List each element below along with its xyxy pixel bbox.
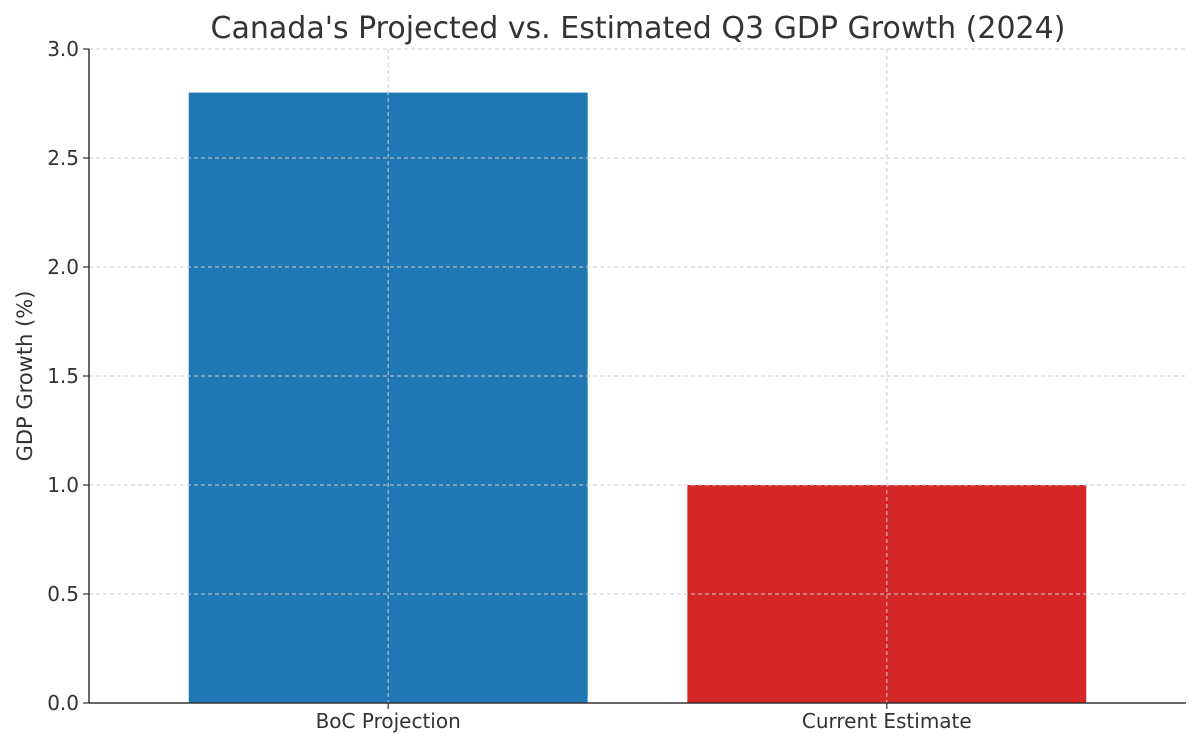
y-tick-label: 0.5	[47, 582, 79, 606]
y-ticks: 0.0 0.5 1.0 1.5 2.0 2.5 3.0	[47, 37, 89, 715]
y-tick-label: 1.0	[47, 473, 79, 497]
bars	[188, 92, 1087, 704]
y-tick-label: 2.0	[47, 255, 79, 279]
y-tick-label: 1.5	[47, 364, 79, 388]
chart-title: Canada's Projected vs. Estimated Q3 GDP …	[211, 11, 1066, 46]
y-tick-label: 3.0	[47, 37, 79, 61]
bar-boc-projection	[188, 92, 588, 704]
y-tick-label: 0.0	[47, 691, 79, 715]
x-tick-label: BoC Projection	[316, 709, 461, 733]
x-ticks: BoC Projection Current Estimate	[316, 703, 972, 733]
x-tick-label: Current Estimate	[802, 709, 972, 733]
y-axis-label: GDP Growth (%)	[13, 291, 37, 462]
y-tick-label: 2.5	[47, 146, 79, 170]
